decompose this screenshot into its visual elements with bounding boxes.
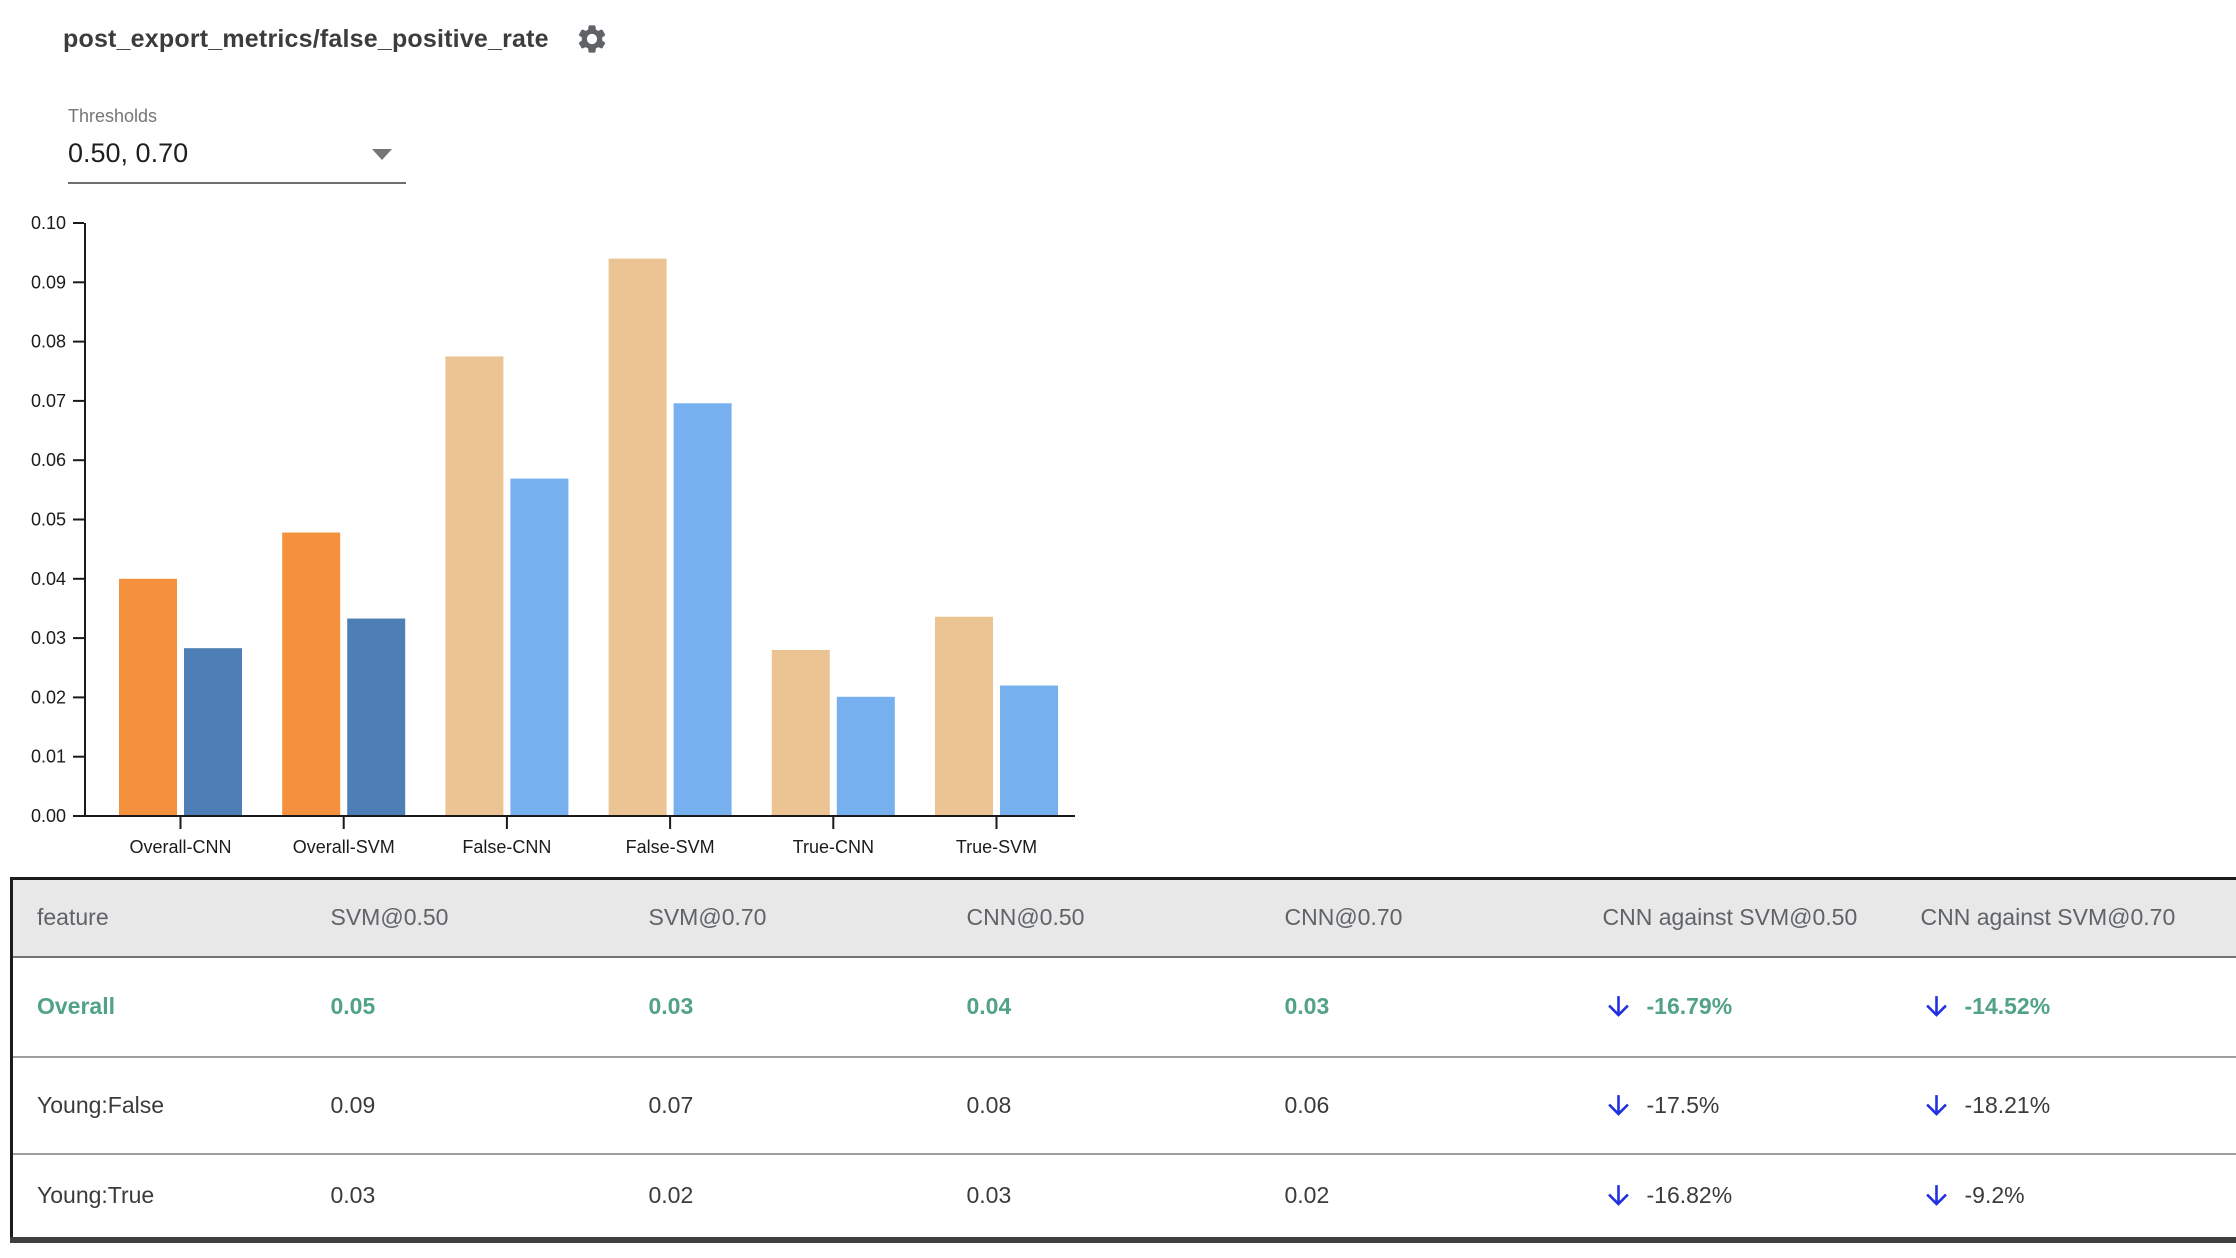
thresholds-label: Thresholds <box>68 106 158 126</box>
column-header-cnn-050: CNN@0.50 <box>966 904 1085 931</box>
table-row-young-true: Young:True 0.03 0.02 0.03 0.02 -16.82% -… <box>12 1154 2236 1240</box>
delta-cell-vs-070: -18.21% <box>1920 1057 2236 1154</box>
y-axis-tick-label: 0.01 <box>31 747 66 767</box>
x-axis-category-label: True-CNN <box>793 837 874 857</box>
bar-true-cnn-at-0.50 <box>771 649 830 815</box>
y-axis-tick-label: 0.03 <box>31 628 66 648</box>
value-cell-svm-050: 0.05 <box>330 993 376 1019</box>
thresholds-dropdown[interactable]: 0.50, 0.70 <box>68 136 406 184</box>
bar-true-cnn-at-0.70 <box>836 696 895 815</box>
down-arrow-icon <box>1925 996 1947 1017</box>
chevron-down-icon <box>372 149 392 160</box>
value-cell-cnn-070: 0.02 <box>1284 1182 1330 1208</box>
column-header-cnn-vs-svm-070: CNN against SVM@0.70 <box>1920 904 2176 931</box>
delta-value: -14.52% <box>1964 993 2051 1019</box>
bar-true-svm-at-0.70 <box>1000 685 1058 815</box>
x-axis-category-label: False-SVM <box>626 837 715 857</box>
panel-header: post_export_metrics/false_positive_rate <box>63 22 609 56</box>
bar-overall-svm-at-0.50 <box>282 532 341 815</box>
column-header-svm-070: SVM@0.70 <box>648 904 767 931</box>
delta-value: -9.2% <box>1964 1182 2025 1208</box>
y-axis-tick-label: 0.07 <box>31 391 66 411</box>
thresholds-field: Thresholds 0.50, 0.70 <box>68 106 406 184</box>
x-axis-category-label: Overall-SVM <box>293 837 395 857</box>
bar-false-cnn-at-0.50 <box>445 356 504 815</box>
false-positive-rate-bar-chart: 0.00 0.01 0.02 0.03 0.04 0.05 0.06 0.07 0.08 0.09… <box>31 213 1075 857</box>
y-axis-tick-label: 0.05 <box>31 510 66 530</box>
value-cell-svm-050: 0.03 <box>330 1182 376 1208</box>
thresholds-value: 0.50, 0.70 <box>68 138 189 168</box>
value-cell-svm-070: 0.07 <box>648 1091 694 1118</box>
y-axis-tick-label: 0.06 <box>31 450 66 470</box>
feature-cell: Young:True <box>37 1182 155 1208</box>
value-cell-svm-070: 0.03 <box>648 993 694 1019</box>
value-cell-cnn-050: 0.04 <box>966 993 1012 1019</box>
y-axis-tick-label: 0.10 <box>31 213 66 233</box>
down-arrow-icon <box>1607 1185 1629 1206</box>
column-header-cnn-070: CNN@0.70 <box>1284 904 1403 931</box>
x-axis-category-label: True-SVM <box>956 837 1037 857</box>
table-row-overall: Overall 0.05 0.03 0.04 0.03 -16.79% -14.… <box>11 957 2236 1057</box>
value-cell-cnn-070: 0.06 <box>1284 1091 1330 1118</box>
column-header-feature: feature <box>37 904 109 931</box>
delta-value: -18.21% <box>1964 1091 2051 1118</box>
bar-false-cnn-at-0.70 <box>510 478 569 815</box>
y-axis-tick-label: 0.02 <box>31 687 66 707</box>
page-title: post_export_metrics/false_positive_rate <box>63 24 549 53</box>
column-header-svm-050: SVM@0.50 <box>330 904 449 931</box>
bar-overall-cnn-at-0.50 <box>119 578 177 815</box>
down-arrow-icon <box>1607 1094 1629 1116</box>
down-arrow-icon <box>1925 1094 1947 1116</box>
table-row-young-false: Young:False 0.09 0.07 0.08 0.06 -17.5% -… <box>11 1057 2236 1154</box>
down-arrow-icon <box>1607 996 1629 1017</box>
y-axis-tick-label: 0.08 <box>31 332 66 352</box>
value-cell-cnn-050: 0.08 <box>966 1091 1012 1118</box>
x-axis-category-label: False-CNN <box>462 837 551 857</box>
gear-icon <box>578 25 606 53</box>
down-arrow-icon <box>1925 1185 1947 1206</box>
column-header-cnn-vs-svm-050: CNN against SVM@0.50 <box>1602 904 1858 931</box>
feature-cell: Young:False <box>37 1091 165 1118</box>
delta-value: -16.82% <box>1646 1182 1733 1208</box>
bar-true-svm-at-0.50 <box>935 616 993 815</box>
value-cell-cnn-070: 0.03 <box>1284 993 1330 1019</box>
bar-false-svm-at-0.70 <box>673 403 732 815</box>
delta-cell-vs-070: -9.2% <box>1920 1154 2236 1240</box>
metrics-table: feature SVM@0.50 SVM@0.70 CNN@0.50 CNN@0… <box>10 877 2236 1243</box>
y-axis-tick-label: 0.09 <box>31 272 66 292</box>
delta-cell-vs-070: -14.52% <box>1920 957 2236 1057</box>
y-axis-tick-label: 0.00 <box>31 806 66 826</box>
delta-cell-vs-050: -16.79% <box>1602 957 1920 1057</box>
delta-value: -17.5% <box>1646 1091 1720 1118</box>
table-header-row: feature SVM@0.50 SVM@0.70 CNN@0.50 CNN@0… <box>11 878 2236 957</box>
bar-overall-cnn-at-0.70 <box>184 648 242 815</box>
delta-cell-vs-050: -16.82% <box>1602 1154 1920 1240</box>
feature-cell: Overall <box>37 993 115 1019</box>
value-cell-cnn-050: 0.03 <box>966 1182 1012 1208</box>
delta-value: -16.79% <box>1646 993 1733 1019</box>
bar-false-svm-at-0.50 <box>608 258 667 815</box>
value-cell-svm-050: 0.09 <box>330 1091 376 1118</box>
settings-button[interactable] <box>575 22 609 56</box>
value-cell-svm-070: 0.02 <box>648 1182 694 1208</box>
delta-cell-vs-050: -17.5% <box>1602 1057 1920 1154</box>
x-axis-category-label: Overall-CNN <box>129 837 231 857</box>
y-axis-tick-label: 0.04 <box>31 569 66 589</box>
bar-overall-svm-at-0.70 <box>347 618 406 815</box>
